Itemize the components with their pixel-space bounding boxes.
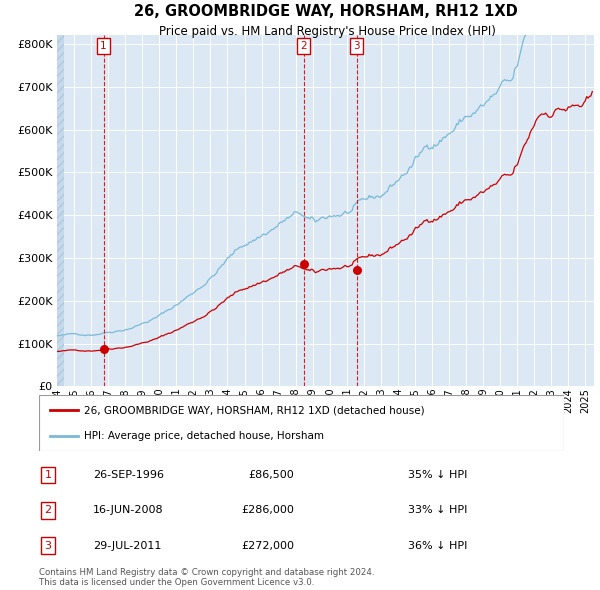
Text: 1: 1 [44, 470, 52, 480]
Text: 2: 2 [300, 41, 307, 51]
Text: 2: 2 [44, 506, 52, 515]
Text: 35% ↓ HPI: 35% ↓ HPI [408, 470, 467, 480]
Text: 16-JUN-2008: 16-JUN-2008 [93, 506, 164, 515]
Text: £272,000: £272,000 [241, 541, 294, 550]
Text: HPI: Average price, detached house, Horsham: HPI: Average price, detached house, Hors… [83, 431, 323, 441]
FancyBboxPatch shape [39, 395, 564, 451]
Text: 26, GROOMBRIDGE WAY, HORSHAM, RH12 1XD (detached house): 26, GROOMBRIDGE WAY, HORSHAM, RH12 1XD (… [83, 405, 424, 415]
Text: 3: 3 [44, 541, 52, 550]
Text: 3: 3 [353, 41, 360, 51]
Bar [57, 35, 64, 386]
Title: 26, GROOMBRIDGE WAY, HORSHAM, RH12 1XD: 26, GROOMBRIDGE WAY, HORSHAM, RH12 1XD [134, 4, 517, 19]
Text: £86,500: £86,500 [248, 470, 294, 480]
Text: Price paid vs. HM Land Registry's House Price Index (HPI): Price paid vs. HM Land Registry's House … [158, 25, 496, 38]
Text: 26-SEP-1996: 26-SEP-1996 [93, 470, 164, 480]
Text: Contains HM Land Registry data © Crown copyright and database right 2024.
This d: Contains HM Land Registry data © Crown c… [39, 568, 374, 587]
Text: £286,000: £286,000 [241, 506, 294, 515]
Text: 1: 1 [100, 41, 107, 51]
Text: 33% ↓ HPI: 33% ↓ HPI [408, 506, 467, 515]
Text: 29-JUL-2011: 29-JUL-2011 [93, 541, 161, 550]
Text: 36% ↓ HPI: 36% ↓ HPI [408, 541, 467, 550]
